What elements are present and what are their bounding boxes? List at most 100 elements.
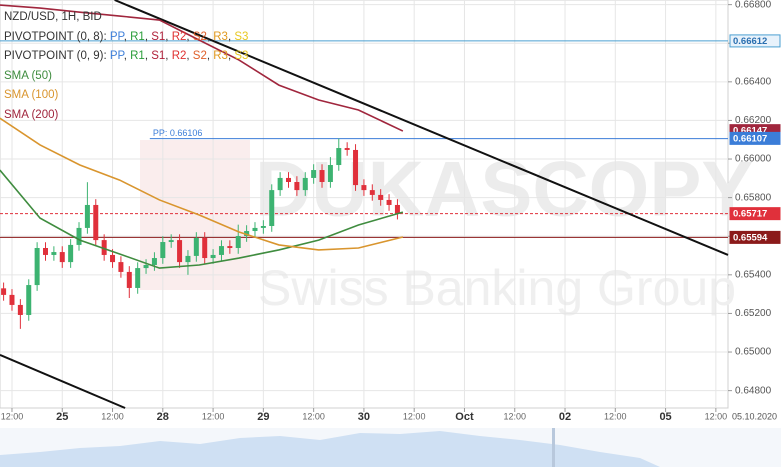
candle-body — [235, 236, 241, 249]
trend-line — [114, 0, 729, 256]
separator: , — [123, 30, 131, 43]
candle-body — [1, 288, 7, 295]
legend-text: SMA (200) — [4, 108, 59, 121]
separator: , — [144, 30, 152, 43]
watermark: Swiss Banking Group — [258, 260, 736, 316]
navigator-handle — [552, 428, 555, 467]
candle-body — [151, 258, 157, 265]
separator: , — [227, 30, 235, 43]
x-tick-label: 02 — [559, 411, 571, 423]
legend-entry: PIVOTPOINT (0, 8): PP, R1, S1, R2, S2, R… — [4, 28, 248, 48]
legend-text: PIVOTPOINT (0, 8): — [4, 30, 110, 43]
separator: , — [186, 30, 193, 43]
separator: , — [206, 30, 214, 43]
watermark: DUKASCOPY — [255, 145, 753, 233]
price-tag — [729, 230, 781, 244]
separator: , — [144, 50, 152, 62]
pivot-level: S3 — [234, 30, 249, 43]
candle-body — [386, 199, 392, 205]
pivot-level: PP — [109, 50, 124, 62]
candle-body — [118, 262, 124, 272]
sma-line — [0, 169, 404, 269]
pivot-level: S2 — [192, 30, 207, 43]
x-tick-label: 12:00 — [302, 411, 325, 421]
y-tick-label: 0.65200 — [735, 308, 772, 319]
candle-body — [126, 271, 132, 288]
y-tick-label: 0.65800 — [735, 192, 772, 203]
candle-body — [302, 177, 308, 191]
candle-body — [143, 264, 149, 269]
separator: , — [227, 50, 235, 62]
candle-body — [202, 237, 208, 259]
candle-body — [76, 227, 82, 245]
y-tick-label: 0.64800 — [735, 385, 772, 396]
separator: , — [165, 50, 172, 62]
candle-body — [319, 170, 325, 182]
separator: , — [206, 50, 214, 62]
price-tag — [729, 34, 781, 48]
y-tick-label: 0.66000 — [735, 154, 772, 165]
x-tick-label: 12:00 — [403, 411, 426, 421]
candle-body — [9, 294, 15, 305]
candle-body — [101, 240, 107, 255]
y-tick-label: 0.66200 — [735, 115, 772, 126]
candle-body — [277, 177, 283, 191]
legend-entry: SMA (50) — [4, 67, 248, 87]
trend-line — [0, 354, 126, 409]
x-end-label: 05.10.2020 — [732, 411, 777, 421]
x-tick-label: 25 — [56, 411, 68, 423]
x-tick-label: 12:00 — [202, 411, 225, 421]
legend-entry: PIVOTPOINT (0, 9): PP, R1, S1, R2, S2, R… — [4, 47, 248, 67]
candle-body — [369, 190, 375, 195]
y-tick-label: 0.66400 — [735, 76, 772, 87]
price-tag — [729, 207, 781, 221]
candle-body — [34, 248, 40, 286]
candle-body — [110, 254, 116, 263]
candle-body — [68, 244, 74, 263]
x-tick-label: 12:00 — [503, 411, 526, 421]
candle-body — [168, 240, 174, 243]
candle-body — [260, 226, 266, 228]
candle-body — [135, 268, 141, 288]
candle-body — [84, 204, 90, 228]
x-tick-label: 12:00 — [101, 411, 124, 421]
y-tick-label: 0.65000 — [735, 347, 772, 358]
candle-body — [361, 185, 367, 191]
candle-body — [344, 148, 350, 150]
legend-text: NZD/USD, 1H, BID — [4, 11, 102, 23]
candle-body — [286, 177, 292, 182]
legend-text: SMA (100) — [4, 89, 59, 101]
candle-body — [26, 285, 32, 315]
level-label: PP: 0.66106 — [153, 128, 203, 138]
candle-body — [227, 246, 233, 249]
candle-body — [59, 252, 65, 263]
candle-body — [294, 181, 300, 191]
price-tag — [729, 131, 781, 145]
price-tag-label: 0.65717 — [733, 209, 767, 220]
x-tick-label: 29 — [257, 411, 269, 423]
price-tag-label: 0.66612 — [733, 36, 767, 47]
candle-body — [93, 204, 99, 241]
pivot-level: S2 — [192, 50, 207, 62]
candle-body — [160, 242, 166, 259]
legend-entry: SMA (200) — [4, 106, 248, 126]
pivot-level: S1 — [151, 30, 166, 43]
price-tag-label: 0.66107 — [733, 133, 767, 144]
x-tick-label: Oct — [455, 411, 474, 423]
x-tick-label: 12:00 — [1, 411, 24, 421]
price-tag-label: 0.65594 — [733, 232, 768, 243]
x-tick-label: 12:00 — [705, 411, 728, 421]
legend: NZD/USD, 1H, BID PIVOTPOINT (0, 8): PP, R… — [4, 8, 248, 125]
candle-body — [394, 204, 400, 214]
pivot-level: PP — [109, 30, 124, 43]
x-tick-label: 12:00 — [604, 411, 627, 421]
pivot-level: R3 — [213, 30, 228, 43]
separator: , — [123, 50, 131, 62]
legend-text: SMA (50) — [4, 69, 52, 82]
candle-body — [218, 246, 224, 255]
candle-body — [269, 190, 275, 227]
x-tick-label: 30 — [358, 411, 370, 423]
candle-body — [244, 231, 250, 237]
navigator-area — [0, 431, 660, 467]
